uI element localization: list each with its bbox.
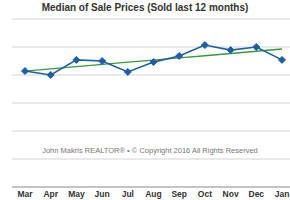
chart-container: Median of Sale Prices (Sold last 12 mont… xyxy=(0,0,290,200)
x-tick-label: Jun xyxy=(95,189,110,199)
series-line xyxy=(25,45,282,75)
title: Median of Sale Prices (Sold last 12 mont… xyxy=(42,2,249,13)
watermark: John Makris REALTOR® • © Copyright 2016 … xyxy=(42,146,258,155)
background xyxy=(0,0,290,200)
grid-line xyxy=(12,103,290,104)
x-tick-label: Sep xyxy=(171,189,187,199)
chart-svg: Median of Sale Prices (Sold last 12 mont… xyxy=(0,0,290,200)
point-marker xyxy=(47,72,54,79)
x-tick-label: Apr xyxy=(43,189,58,199)
point-marker xyxy=(150,59,157,66)
point-marker xyxy=(227,47,234,54)
point-marker xyxy=(279,56,286,63)
x-tick-label: Oct xyxy=(198,189,212,199)
point-marker xyxy=(73,56,80,63)
grid-line xyxy=(12,187,290,188)
x-tick-label: Mar xyxy=(17,189,33,199)
x-tick-label: Nov xyxy=(223,189,239,199)
point-marker xyxy=(99,58,106,65)
point-marker xyxy=(176,52,183,59)
plot-area xyxy=(22,42,286,79)
point-marker xyxy=(124,68,131,75)
grid-line xyxy=(12,159,290,160)
grid-line xyxy=(12,131,290,132)
x-tick-label: Jan xyxy=(275,189,290,199)
x-tick-label: May xyxy=(68,189,85,199)
point-marker xyxy=(253,44,260,51)
grid-line xyxy=(12,19,290,20)
x-tick-label: Dec xyxy=(249,189,265,199)
point-marker xyxy=(201,42,208,49)
x-tick-label: Aug xyxy=(145,189,162,199)
point-marker xyxy=(22,68,29,75)
x-tick-label: Jul xyxy=(122,189,134,199)
